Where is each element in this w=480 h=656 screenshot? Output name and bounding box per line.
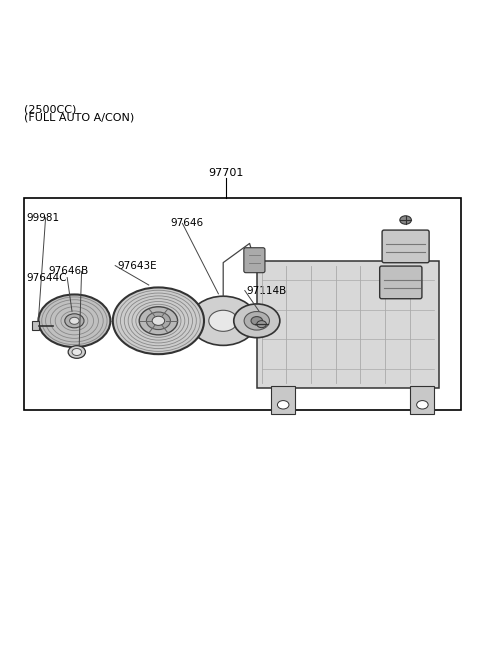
Text: 97701: 97701 xyxy=(208,168,243,178)
FancyBboxPatch shape xyxy=(244,248,265,273)
Ellipse shape xyxy=(277,401,289,409)
Ellipse shape xyxy=(139,307,178,335)
Text: 97646: 97646 xyxy=(170,218,204,228)
Ellipse shape xyxy=(72,348,82,356)
Ellipse shape xyxy=(417,401,428,409)
Ellipse shape xyxy=(152,316,165,325)
Text: 99981: 99981 xyxy=(26,213,60,222)
Ellipse shape xyxy=(146,312,170,329)
Ellipse shape xyxy=(244,312,269,330)
Text: 97646B: 97646B xyxy=(48,266,88,276)
Bar xyxy=(271,386,295,415)
Ellipse shape xyxy=(209,310,238,331)
Ellipse shape xyxy=(65,314,84,328)
Ellipse shape xyxy=(190,297,257,346)
Ellipse shape xyxy=(400,216,411,224)
Ellipse shape xyxy=(68,346,85,358)
Ellipse shape xyxy=(38,295,110,347)
Text: (FULL AUTO A/CON): (FULL AUTO A/CON) xyxy=(24,112,134,122)
Ellipse shape xyxy=(234,304,280,338)
Ellipse shape xyxy=(251,317,263,325)
Text: 97644C: 97644C xyxy=(26,273,67,283)
Bar xyxy=(410,386,434,415)
FancyBboxPatch shape xyxy=(382,230,429,262)
Bar xyxy=(32,321,39,331)
Bar xyxy=(257,261,439,388)
Text: 97114B: 97114B xyxy=(246,285,287,296)
Text: (2500CC): (2500CC) xyxy=(24,105,76,115)
FancyBboxPatch shape xyxy=(380,266,422,298)
Ellipse shape xyxy=(113,287,204,354)
Ellipse shape xyxy=(70,318,79,324)
Bar xyxy=(24,198,461,409)
Ellipse shape xyxy=(257,321,266,328)
Text: 97643E: 97643E xyxy=(118,260,157,270)
